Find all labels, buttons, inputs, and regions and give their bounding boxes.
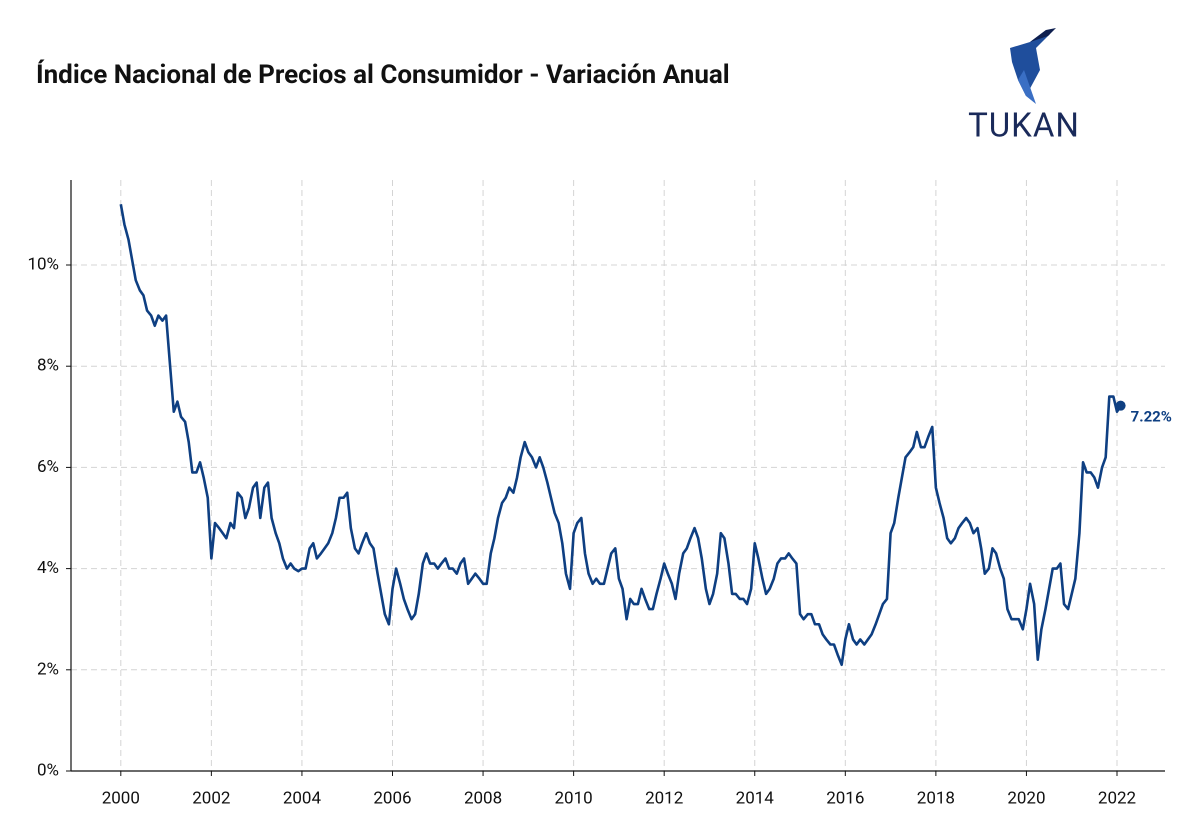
y-tick-label: 0% — [37, 760, 59, 780]
y-tick-label: 6% — [37, 457, 59, 477]
x-tick-label: 2004 — [283, 788, 322, 808]
x-tick-label: 2022 — [1098, 788, 1136, 808]
last-value-label: 7.22% — [1131, 408, 1172, 426]
x-tick-label: 2020 — [1007, 788, 1045, 808]
x-tick-label: 2008 — [464, 788, 502, 808]
y-tick-label: 10% — [27, 254, 59, 274]
x-tick-label: 2016 — [826, 788, 864, 808]
x-tick-label: 2000 — [102, 788, 140, 808]
x-tick-label: 2012 — [645, 788, 683, 808]
y-tick-label: 4% — [37, 558, 59, 578]
x-tick-label: 2014 — [736, 788, 775, 808]
logo-text: TUKAN — [968, 107, 1080, 146]
x-tick-label: 2010 — [555, 788, 593, 808]
last-point — [1115, 400, 1126, 411]
chart-title: Índice Nacional de Precios al Consumidor… — [36, 59, 730, 90]
x-tick-label: 2018 — [917, 788, 955, 808]
y-tick-label: 2% — [37, 659, 59, 679]
x-tick-label: 2006 — [373, 788, 411, 808]
series-line — [119, 204, 1122, 667]
x-tick-label: 2002 — [192, 788, 230, 808]
y-tick-label: 8% — [37, 356, 59, 376]
logo-icon — [1010, 28, 1056, 104]
